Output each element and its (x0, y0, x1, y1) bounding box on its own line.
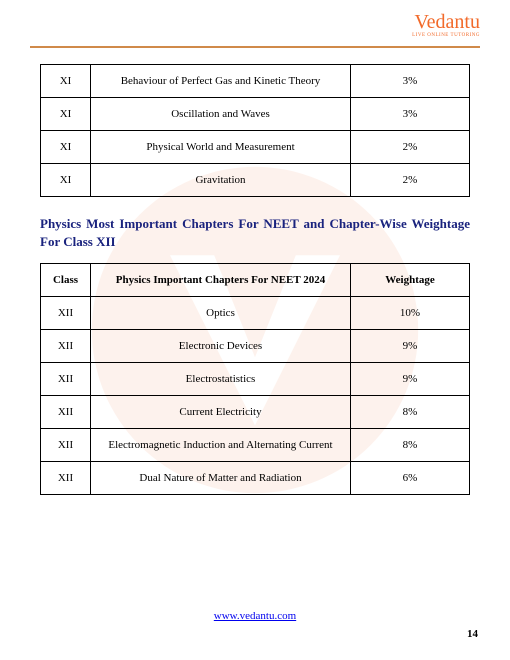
header-topic: Physics Important Chapters For NEET 2024 (91, 264, 351, 297)
cell-weightage: 2% (351, 131, 470, 164)
cell-class: XI (41, 131, 91, 164)
cell-topic: Electronic Devices (91, 330, 351, 363)
table-row: XIIElectromagnetic Induction and Alterna… (41, 429, 470, 462)
table-row: XIICurrent Electricity8% (41, 396, 470, 429)
cell-topic: Optics (91, 297, 351, 330)
table-row: XIBehaviour of Perfect Gas and Kinetic T… (41, 65, 470, 98)
page-number: 14 (467, 628, 478, 640)
cell-class: XI (41, 164, 91, 197)
table-row: XIOscillation and Waves3% (41, 98, 470, 131)
cell-weightage: 8% (351, 429, 470, 462)
cell-class: XII (41, 297, 91, 330)
footer-link[interactable]: www.vedantu.com (214, 610, 296, 622)
table-row: XIGravitation2% (41, 164, 470, 197)
table-header-row: Class Physics Important Chapters For NEE… (41, 264, 470, 297)
cell-topic: Current Electricity (91, 396, 351, 429)
page-content: XIBehaviour of Perfect Gas and Kinetic T… (40, 64, 470, 495)
cell-topic: Gravitation (91, 164, 351, 197)
header-class: Class (41, 264, 91, 297)
table-class-xi: XIBehaviour of Perfect Gas and Kinetic T… (40, 64, 470, 197)
cell-class: XII (41, 396, 91, 429)
table-class-xii: Class Physics Important Chapters For NEE… (40, 263, 470, 495)
header-weightage: Weightage (351, 264, 470, 297)
cell-weightage: 2% (351, 164, 470, 197)
cell-weightage: 3% (351, 98, 470, 131)
cell-topic: Electromagnetic Induction and Alternatin… (91, 429, 351, 462)
cell-topic: Behaviour of Perfect Gas and Kinetic The… (91, 65, 351, 98)
table-row: XIIElectronic Devices9% (41, 330, 470, 363)
cell-weightage: 8% (351, 396, 470, 429)
cell-topic: Oscillation and Waves (91, 98, 351, 131)
cell-topic: Dual Nature of Matter and Radiation (91, 462, 351, 495)
footer-link-container: www.vedantu.com (0, 610, 510, 622)
cell-weightage: 6% (351, 462, 470, 495)
cell-class: XII (41, 330, 91, 363)
cell-class: XII (41, 429, 91, 462)
section-title: Physics Most Important Chapters For NEET… (40, 215, 470, 251)
cell-topic: Physical World and Measurement (91, 131, 351, 164)
brand-tagline: LIVE ONLINE TUTORING (412, 33, 480, 38)
brand-header: Vedantu LIVE ONLINE TUTORING (412, 12, 480, 38)
cell-class: XII (41, 462, 91, 495)
table-row: XIIOptics10% (41, 297, 470, 330)
cell-class: XII (41, 363, 91, 396)
cell-weightage: 9% (351, 330, 470, 363)
cell-class: XI (41, 98, 91, 131)
header-rule (30, 46, 480, 48)
cell-class: XI (41, 65, 91, 98)
cell-weightage: 3% (351, 65, 470, 98)
cell-weightage: 10% (351, 297, 470, 330)
cell-weightage: 9% (351, 363, 470, 396)
table-row: XIIDual Nature of Matter and Radiation6% (41, 462, 470, 495)
cell-topic: Electrostatistics (91, 363, 351, 396)
table-row: XIPhysical World and Measurement2% (41, 131, 470, 164)
brand-name: Vedantu (412, 12, 480, 32)
table-row: XIIElectrostatistics9% (41, 363, 470, 396)
